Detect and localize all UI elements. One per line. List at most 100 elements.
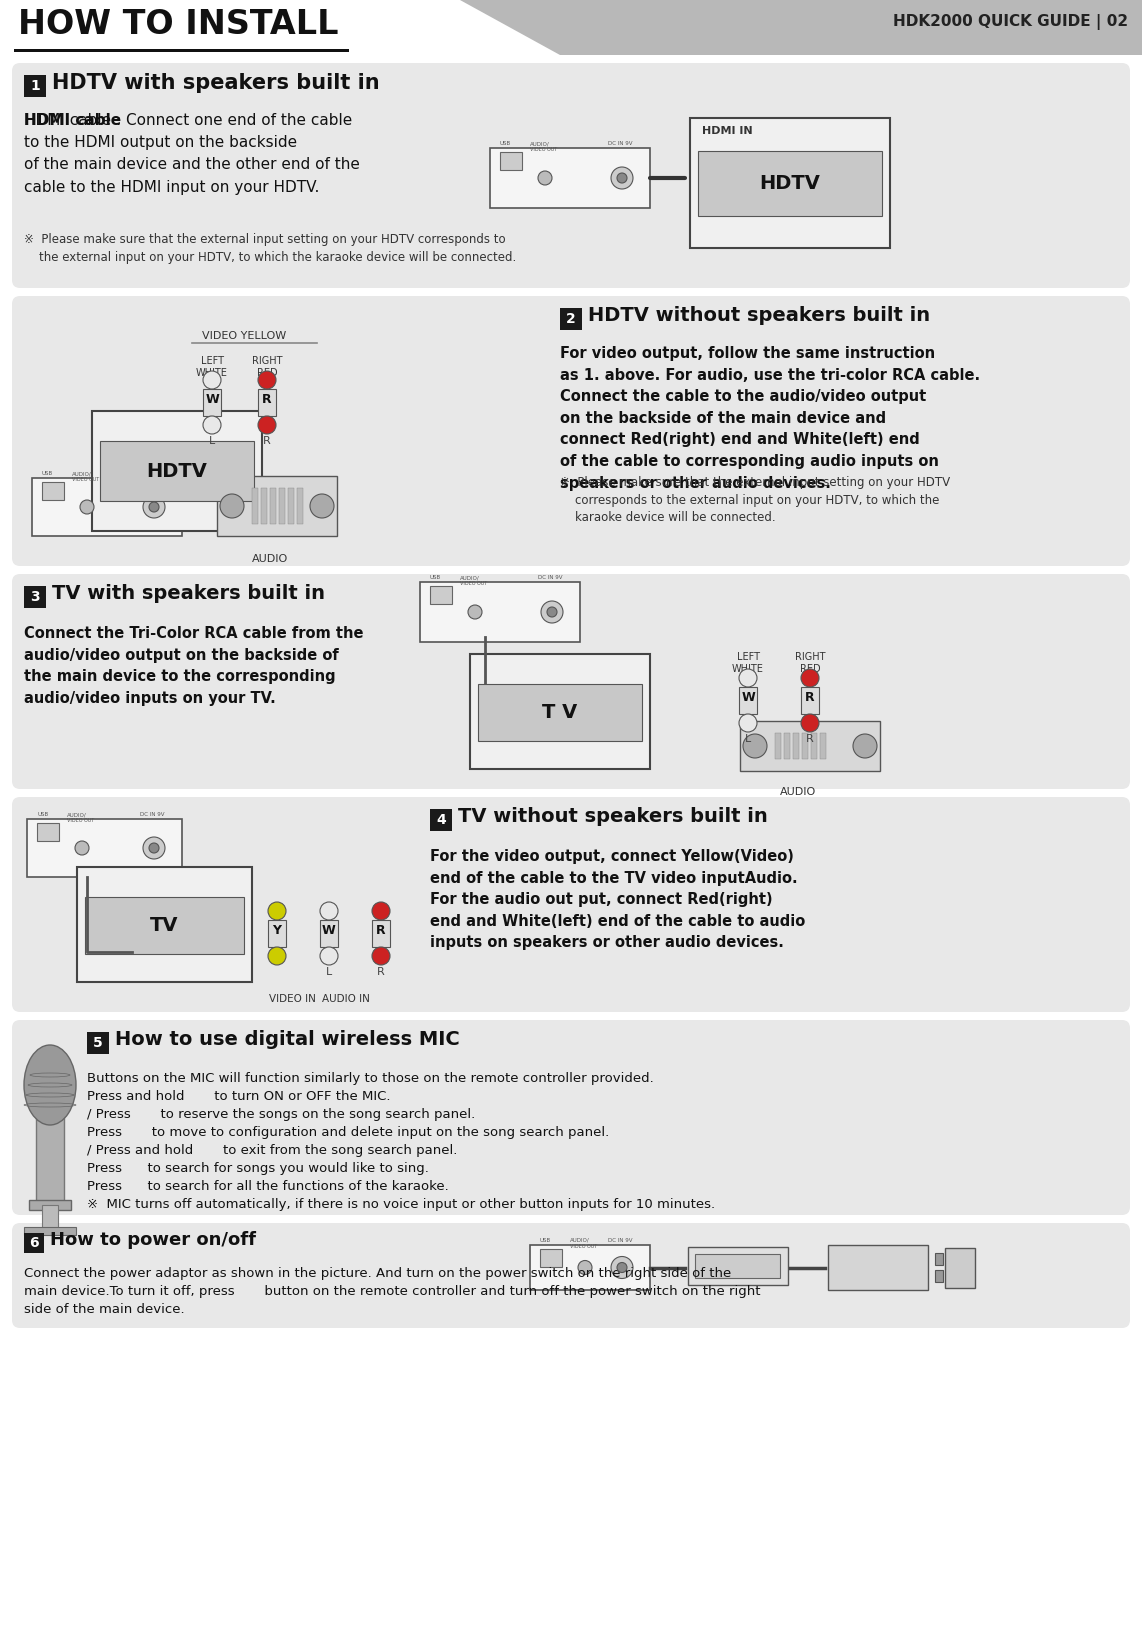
Text: 6: 6 — [30, 1237, 39, 1250]
Bar — [935, 1253, 943, 1266]
Text: AUDIO/: AUDIO/ — [570, 1238, 589, 1243]
Circle shape — [617, 1263, 627, 1272]
Text: HDTV with speakers built in: HDTV with speakers built in — [53, 73, 379, 93]
Text: 4: 4 — [436, 814, 445, 827]
Circle shape — [220, 495, 244, 517]
Text: TV without speakers built in: TV without speakers built in — [458, 807, 767, 827]
FancyBboxPatch shape — [13, 63, 1129, 288]
Bar — [320, 919, 338, 947]
Circle shape — [611, 1256, 633, 1279]
FancyBboxPatch shape — [13, 797, 1129, 1012]
Text: W: W — [322, 924, 336, 937]
Text: LEFT
WHITE: LEFT WHITE — [196, 356, 228, 379]
Bar — [24, 1233, 45, 1253]
Text: Y: Y — [273, 924, 281, 937]
Circle shape — [309, 495, 333, 517]
Circle shape — [268, 901, 286, 919]
Text: R: R — [263, 436, 271, 446]
Text: T V: T V — [542, 703, 578, 721]
Bar — [478, 683, 642, 740]
Text: 5: 5 — [94, 1036, 103, 1049]
Text: AUDIO/: AUDIO/ — [72, 470, 91, 477]
Bar — [42, 482, 64, 499]
Bar — [252, 488, 258, 524]
Text: HOW TO INSTALL: HOW TO INSTALL — [18, 8, 338, 41]
Circle shape — [372, 947, 391, 965]
Text: R: R — [806, 734, 814, 744]
Text: TV with speakers built in: TV with speakers built in — [53, 584, 325, 604]
Text: VIDEO OUT: VIDEO OUT — [570, 1245, 597, 1250]
Circle shape — [801, 669, 819, 687]
Circle shape — [372, 901, 391, 919]
Text: R: R — [263, 394, 272, 407]
Text: DC IN 9V: DC IN 9V — [140, 812, 164, 817]
Bar — [29, 1201, 71, 1210]
Text: AUDIO: AUDIO — [252, 555, 288, 565]
Text: AUDIO/: AUDIO/ — [460, 574, 480, 579]
Circle shape — [743, 734, 767, 758]
Bar — [270, 488, 276, 524]
Bar — [0, 0, 1142, 55]
Bar — [690, 119, 890, 247]
Text: L: L — [745, 734, 751, 744]
Bar — [297, 488, 303, 524]
Text: HDMI cable : Connect one end of the cable
to the HDMI output on the backside
of : HDMI cable : Connect one end of the cabl… — [24, 112, 360, 195]
Text: W: W — [741, 691, 755, 704]
Circle shape — [538, 171, 552, 185]
Bar — [77, 867, 252, 983]
FancyBboxPatch shape — [13, 296, 1129, 566]
Bar — [811, 734, 817, 760]
Bar — [372, 919, 391, 947]
Bar — [24, 586, 46, 608]
Bar — [14, 49, 349, 52]
Circle shape — [853, 734, 877, 758]
FancyBboxPatch shape — [13, 1224, 1129, 1328]
Text: RIGHT
RED: RIGHT RED — [795, 652, 826, 675]
Circle shape — [268, 947, 286, 965]
Text: AUDIO/: AUDIO/ — [530, 142, 549, 146]
Text: AUDIO: AUDIO — [780, 787, 817, 797]
Text: ※  Please make sure that the external input setting on your HDTV corresponds to
: ※ Please make sure that the external inp… — [24, 233, 516, 264]
Text: HDTV without speakers built in: HDTV without speakers built in — [588, 306, 930, 325]
Bar — [24, 75, 46, 98]
Bar — [431, 586, 452, 604]
FancyBboxPatch shape — [13, 1020, 1129, 1215]
Bar — [217, 477, 337, 535]
Circle shape — [468, 605, 482, 618]
Circle shape — [320, 901, 338, 919]
Text: AUDIO/: AUDIO/ — [67, 812, 87, 817]
Text: HDTV: HDTV — [146, 462, 208, 480]
Text: How to power on/off: How to power on/off — [50, 1232, 256, 1250]
Text: How to use digital wireless MIC: How to use digital wireless MIC — [115, 1030, 460, 1049]
Circle shape — [578, 1261, 592, 1274]
Circle shape — [203, 371, 222, 389]
Circle shape — [258, 417, 276, 434]
Text: VIDEO OUT: VIDEO OUT — [67, 818, 95, 823]
Circle shape — [739, 714, 757, 732]
Text: VIDEO OUT: VIDEO OUT — [460, 581, 488, 586]
Text: Buttons on the MIC will function similarly to those on the remote controller pro: Buttons on the MIC will function similar… — [87, 1072, 715, 1210]
Text: L: L — [209, 436, 215, 446]
Text: RIGHT
RED: RIGHT RED — [251, 356, 282, 379]
Bar — [802, 734, 809, 760]
Text: TV: TV — [150, 916, 178, 934]
Bar — [471, 654, 650, 770]
Text: R: R — [376, 924, 386, 937]
Circle shape — [617, 172, 627, 182]
Bar — [431, 809, 452, 831]
Bar — [87, 1032, 108, 1054]
Circle shape — [258, 371, 276, 389]
Bar — [262, 488, 267, 524]
Bar — [820, 734, 826, 760]
Bar — [695, 1254, 780, 1277]
Bar — [27, 818, 182, 877]
Bar — [530, 1245, 650, 1290]
Text: VIDEO OUT: VIDEO OUT — [72, 477, 99, 482]
Bar — [37, 823, 59, 841]
Text: USB: USB — [431, 574, 441, 579]
Bar — [739, 687, 757, 714]
Bar — [785, 734, 790, 760]
Text: LEFT
WHITE: LEFT WHITE — [732, 652, 764, 675]
Bar — [540, 1250, 562, 1267]
Polygon shape — [460, 0, 1142, 55]
